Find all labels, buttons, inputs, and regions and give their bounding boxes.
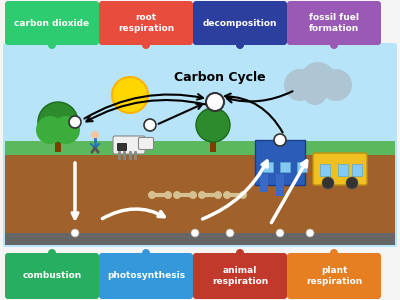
Circle shape bbox=[69, 116, 81, 128]
Text: Carbon Cycle: Carbon Cycle bbox=[174, 71, 266, 84]
FancyBboxPatch shape bbox=[138, 137, 154, 149]
Circle shape bbox=[226, 229, 234, 237]
Circle shape bbox=[300, 62, 336, 98]
FancyBboxPatch shape bbox=[99, 1, 193, 45]
Circle shape bbox=[330, 41, 338, 49]
Circle shape bbox=[214, 191, 222, 199]
Circle shape bbox=[239, 191, 247, 199]
Circle shape bbox=[320, 69, 352, 101]
Text: root
respiration: root respiration bbox=[118, 13, 174, 33]
Circle shape bbox=[112, 77, 148, 113]
FancyBboxPatch shape bbox=[193, 1, 287, 45]
FancyBboxPatch shape bbox=[99, 253, 193, 299]
Circle shape bbox=[48, 249, 56, 257]
Circle shape bbox=[276, 229, 284, 237]
Circle shape bbox=[173, 191, 181, 199]
FancyBboxPatch shape bbox=[313, 153, 367, 185]
Circle shape bbox=[148, 191, 156, 199]
Circle shape bbox=[36, 116, 64, 144]
Circle shape bbox=[206, 93, 224, 111]
Bar bbox=[352, 164, 362, 176]
FancyBboxPatch shape bbox=[5, 253, 99, 299]
FancyBboxPatch shape bbox=[113, 136, 145, 154]
Bar bbox=[5, 233, 395, 245]
Circle shape bbox=[284, 69, 316, 101]
Circle shape bbox=[322, 177, 334, 189]
Circle shape bbox=[52, 116, 80, 144]
FancyBboxPatch shape bbox=[5, 1, 99, 45]
Bar bbox=[255, 140, 305, 185]
FancyBboxPatch shape bbox=[287, 253, 381, 299]
Circle shape bbox=[191, 229, 199, 237]
Circle shape bbox=[38, 102, 78, 142]
Circle shape bbox=[303, 81, 327, 105]
Circle shape bbox=[164, 191, 172, 199]
Circle shape bbox=[306, 229, 314, 237]
FancyBboxPatch shape bbox=[117, 143, 127, 151]
Bar bbox=[276, 174, 284, 196]
FancyBboxPatch shape bbox=[3, 43, 397, 247]
Circle shape bbox=[71, 229, 79, 237]
Bar bbox=[263, 162, 273, 172]
Circle shape bbox=[198, 191, 206, 199]
FancyBboxPatch shape bbox=[193, 253, 287, 299]
Circle shape bbox=[144, 119, 156, 131]
Circle shape bbox=[330, 249, 338, 257]
Text: animal
respiration: animal respiration bbox=[212, 266, 268, 286]
Text: carbon dioxide: carbon dioxide bbox=[14, 19, 90, 28]
Circle shape bbox=[346, 177, 358, 189]
Bar bbox=[280, 162, 290, 172]
FancyBboxPatch shape bbox=[5, 141, 395, 155]
Text: plant
respiration: plant respiration bbox=[306, 266, 362, 286]
Bar bbox=[55, 127, 61, 152]
Circle shape bbox=[196, 108, 230, 142]
Text: decomposition: decomposition bbox=[203, 19, 277, 28]
Circle shape bbox=[91, 131, 99, 139]
FancyBboxPatch shape bbox=[5, 155, 395, 245]
Bar bbox=[210, 130, 216, 152]
Circle shape bbox=[189, 191, 197, 199]
Circle shape bbox=[274, 134, 286, 146]
Circle shape bbox=[142, 41, 150, 49]
Bar bbox=[320, 164, 330, 176]
Circle shape bbox=[142, 249, 150, 257]
Circle shape bbox=[236, 249, 244, 257]
Circle shape bbox=[236, 41, 244, 49]
FancyBboxPatch shape bbox=[287, 1, 381, 45]
Bar bbox=[260, 174, 268, 192]
Bar bbox=[297, 162, 307, 172]
Circle shape bbox=[48, 41, 56, 49]
Text: combustion: combustion bbox=[22, 272, 82, 280]
Text: photosynthesis: photosynthesis bbox=[107, 272, 185, 280]
Circle shape bbox=[223, 191, 231, 199]
Text: fossil fuel
formation: fossil fuel formation bbox=[309, 13, 359, 33]
Bar bbox=[338, 164, 348, 176]
